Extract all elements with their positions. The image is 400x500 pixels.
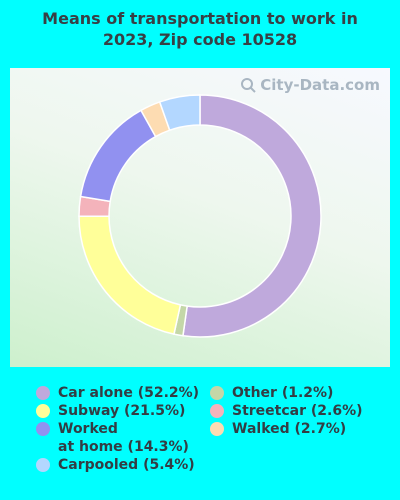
legend-column-left: Car alone (52.2%) Subway (21.5%) Worked at… <box>36 384 199 474</box>
legend-label: Other (1.2%) <box>232 385 334 401</box>
legend-item-car-alone: Car alone (52.2%) <box>36 384 199 402</box>
legend-swatch <box>36 422 50 436</box>
legend-label: Worked at home (14.3%) <box>58 421 189 455</box>
legend-label: Carpooled (5.4%) <box>58 457 195 473</box>
legend-swatch <box>210 422 224 436</box>
plot-area: City-Data.com <box>10 68 390 367</box>
legend-column-right: Other (1.2%) Streetcar (2.6%) Walked (2.7%… <box>210 384 363 438</box>
legend: Car alone (52.2%) Subway (21.5%) Worked at… <box>0 384 400 494</box>
chart-title: Means of transportation to work in 2023,… <box>0 8 400 50</box>
legend-swatch <box>36 404 50 418</box>
legend-label: Subway (21.5%) <box>58 403 186 419</box>
donut-slice-subway <box>78 215 182 336</box>
magnifier-icon <box>241 78 256 93</box>
legend-label: Car alone (52.2%) <box>58 385 200 401</box>
legend-label: Streetcar (2.6%) <box>232 403 363 419</box>
legend-item-other: Other (1.2%) <box>210 384 363 402</box>
legend-swatch <box>210 404 224 418</box>
donut-chart <box>78 94 322 338</box>
donut-slice-car-alone <box>182 94 322 338</box>
legend-label: Walked (2.7%) <box>232 421 347 437</box>
watermark: City-Data.com <box>240 76 380 94</box>
legend-item-walked: Walked (2.7%) <box>210 420 363 438</box>
chart-title-line-2: 2023, Zip code 10528 <box>102 30 298 49</box>
legend-item-carpooled: Carpooled (5.4%) <box>36 456 199 474</box>
donut-slice-carpooled <box>158 94 201 132</box>
legend-item-streetcar: Streetcar (2.6%) <box>210 402 363 420</box>
donut-slice-worked-at-home <box>79 109 157 203</box>
legend-item-subway: Subway (21.5%) <box>36 402 199 420</box>
watermark-text: City-Data.com <box>260 76 380 94</box>
legend-swatch <box>36 386 50 400</box>
legend-swatch <box>36 458 50 472</box>
legend-item-worked-at-home: Worked at home (14.3%) <box>36 420 199 456</box>
legend-swatch <box>210 386 224 400</box>
chart-title-line-1: Means of transportation to work in <box>42 9 358 28</box>
